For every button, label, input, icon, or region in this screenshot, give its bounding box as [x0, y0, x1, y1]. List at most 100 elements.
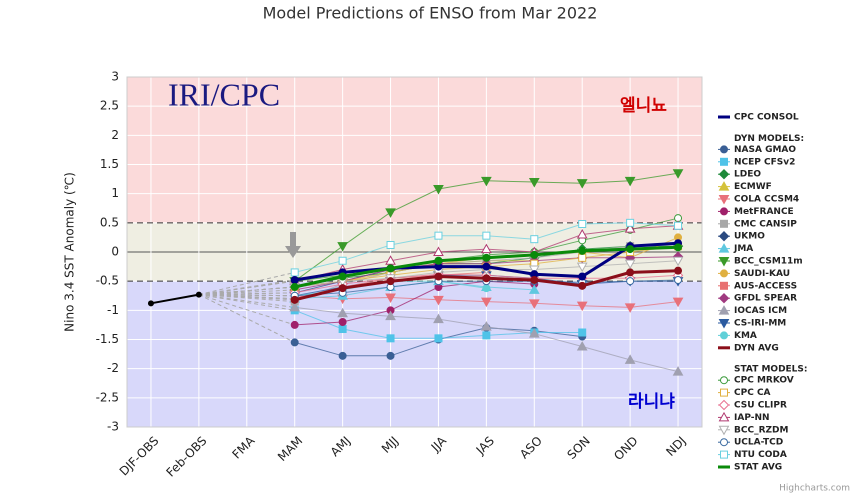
series-point	[482, 231, 491, 240]
series-point	[576, 340, 588, 351]
legend-marker	[718, 257, 730, 267]
y-tick-label: 0	[111, 245, 119, 259]
series-point	[385, 293, 396, 304]
series-point	[482, 253, 491, 262]
series-point	[290, 283, 299, 291]
series-point	[481, 243, 492, 254]
series-point	[578, 328, 587, 337]
x-tick-label: SON	[564, 434, 592, 462]
legend-marker	[720, 281, 728, 290]
series-point	[386, 241, 395, 249]
y-tick-label: 0.5	[100, 215, 119, 229]
x-tick-label: ASO	[517, 434, 545, 462]
series-point	[576, 179, 588, 189]
observed-point	[195, 291, 202, 298]
series-point	[624, 259, 636, 270]
y-tick-label: -3	[107, 420, 119, 434]
legend-label: ECMWF	[734, 182, 772, 192]
connector	[198, 294, 295, 326]
legend-marker	[720, 145, 728, 154]
series-point	[624, 354, 636, 364]
legend-marker	[720, 438, 728, 447]
y-tick-label: 1.5	[100, 157, 119, 171]
series-point	[578, 272, 587, 281]
series-point	[624, 303, 636, 313]
series-point	[530, 250, 539, 259]
legend-marker	[720, 219, 728, 228]
connector	[198, 280, 295, 296]
series-point	[337, 307, 348, 318]
series-point	[528, 328, 540, 338]
series-point	[385, 255, 396, 265]
legend-label: LDEO	[734, 170, 761, 180]
series-point	[290, 268, 299, 277]
legend-marker	[720, 450, 728, 459]
legend-label: CS-IRI-MM	[734, 319, 786, 329]
connector	[198, 294, 295, 301]
series-point	[338, 272, 347, 281]
series-point	[482, 274, 491, 283]
legend-label: CSU CLIPR	[734, 401, 787, 411]
legend-label: AUS-ACCESS	[734, 281, 797, 291]
y-tick-label: -1	[107, 303, 119, 317]
legend-marker	[720, 331, 728, 340]
legend-label: JMA	[733, 244, 753, 254]
series-point	[674, 276, 683, 284]
la-nina-band	[127, 281, 702, 427]
series-point	[434, 256, 443, 265]
series-point	[576, 262, 588, 273]
series-point	[626, 245, 635, 254]
series-point	[672, 256, 684, 267]
series-point	[626, 268, 635, 277]
x-tick-label: JAS	[473, 434, 497, 458]
connector	[198, 294, 295, 297]
y-tick-label: -0.5	[96, 274, 119, 288]
series-point	[482, 262, 491, 271]
legend-marker	[718, 399, 730, 411]
legend-label: BCC_RZDM	[734, 425, 788, 435]
legend-marker	[718, 181, 730, 191]
legend-header: DYN MODELS:	[734, 134, 804, 144]
y-tick-label: 1	[111, 186, 119, 200]
observed-point	[147, 300, 154, 307]
series-point	[385, 208, 396, 218]
series-point	[434, 231, 443, 240]
legend-marker	[720, 157, 728, 166]
observed-line	[150, 293, 200, 305]
series-point	[482, 284, 491, 293]
series-point	[672, 169, 684, 179]
plot-border	[126, 76, 703, 428]
series-point	[674, 266, 683, 275]
x-tick-label: OND	[611, 434, 640, 463]
series-point	[433, 313, 444, 324]
legend-marker	[718, 243, 730, 253]
series-point	[386, 277, 395, 286]
legend-label: KMA	[734, 331, 757, 341]
legend-label: MetFRANCE	[734, 207, 794, 217]
series-point	[626, 277, 635, 286]
series-point	[386, 351, 395, 360]
legend-label: CPC CONSOL	[734, 113, 799, 123]
connector	[198, 271, 295, 296]
series-point	[338, 256, 347, 265]
series-point	[482, 331, 491, 340]
series-point	[433, 185, 444, 195]
legend-label: STAT AVG	[734, 463, 782, 473]
legend-label: BCC_CSM11m	[734, 257, 803, 267]
y-tick-label: -2.5	[96, 390, 119, 404]
legend-marker	[718, 411, 730, 422]
credit: Highcharts.com	[779, 484, 850, 494]
series-point	[528, 299, 540, 309]
legend-marker	[718, 425, 730, 436]
iri-label: IRI/CPC	[168, 76, 280, 112]
y-tick-label: 2.5	[100, 99, 119, 113]
series-point	[672, 366, 684, 376]
series-point	[674, 221, 683, 230]
legend-marker	[718, 319, 730, 329]
legend-marker	[720, 376, 728, 385]
legend-label: NTU CODA	[734, 450, 787, 460]
series-point	[338, 351, 347, 360]
x-tick-label: AMJ	[328, 434, 354, 460]
legend-label: NASA GMAO	[734, 145, 796, 155]
series-point	[386, 334, 395, 343]
